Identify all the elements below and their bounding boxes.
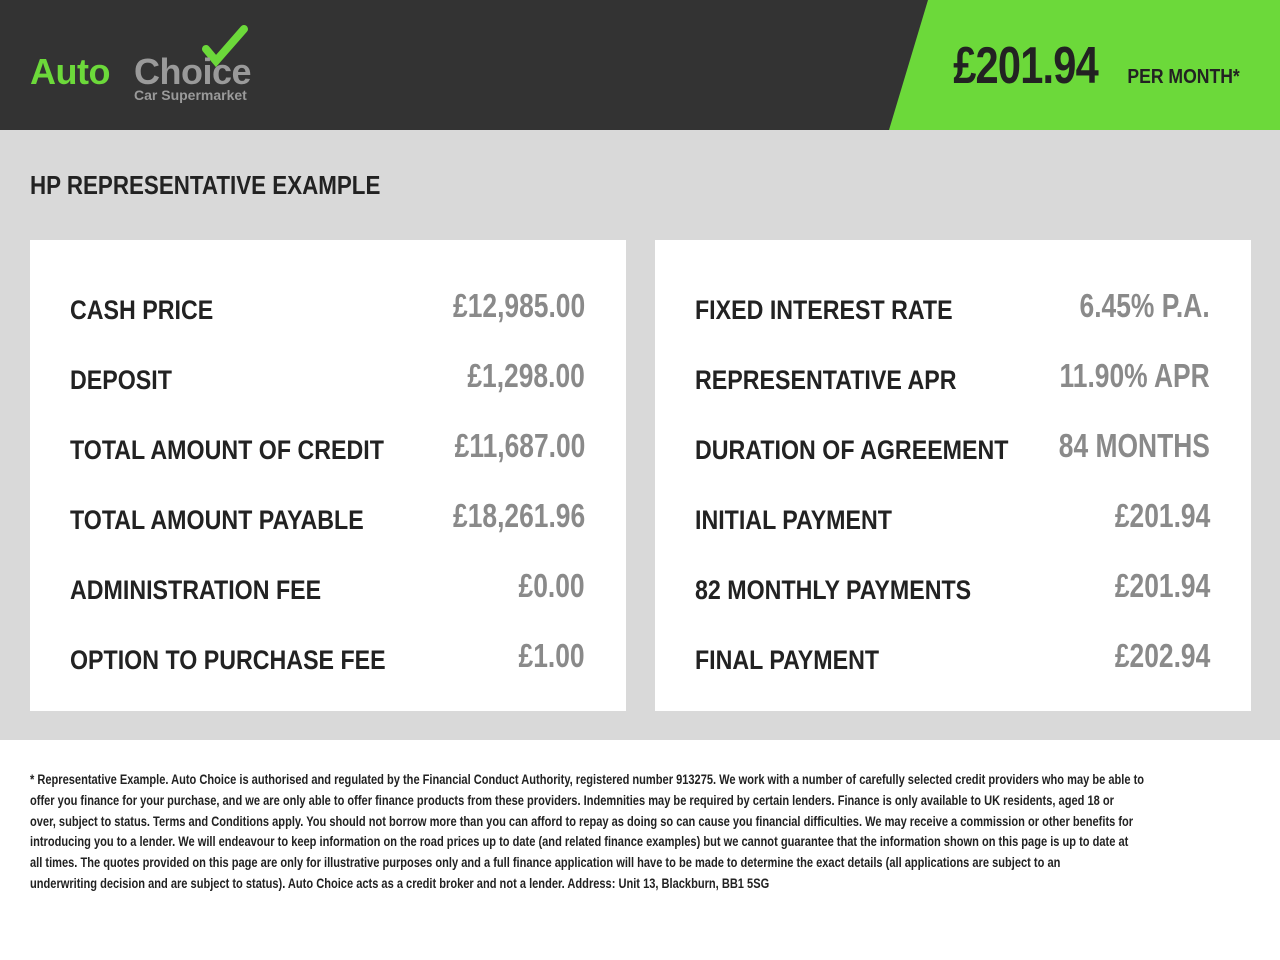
header: Auto Choice Car Supermarket £201.94 PER … bbox=[0, 0, 1280, 130]
finance-row: REPRESENTATIVE APR 11.90% APR bbox=[695, 357, 1210, 397]
disclaimer-line: all times. The quotes provided on this p… bbox=[30, 855, 1061, 871]
row-value: £12,985.00 bbox=[452, 287, 585, 324]
logo-tagline: Car Supermarket bbox=[134, 87, 247, 103]
row-label: INITIAL PAYMENT bbox=[695, 505, 892, 535]
row-label: DURATION OF AGREEMENT bbox=[695, 435, 1009, 465]
per-month-label: PER MONTH* bbox=[1127, 66, 1240, 88]
row-value: 84 MONTHS bbox=[1058, 427, 1210, 464]
disclaimer-line: offer you finance for your purchase, and… bbox=[30, 792, 1114, 808]
finance-row: ADMINISTRATION FEE £0.00 bbox=[70, 567, 585, 607]
finance-row: TOTAL AMOUNT PAYABLE £18,261.96 bbox=[70, 497, 585, 537]
finance-row: DEPOSIT £1,298.00 bbox=[70, 357, 585, 397]
row-value: £202.94 bbox=[1114, 637, 1210, 674]
row-value: 6.45% P.A. bbox=[1079, 287, 1210, 324]
auto-choice-logo[interactable]: Auto Choice Car Supermarket bbox=[30, 25, 280, 105]
finance-row: 82 MONTHLY PAYMENTS £201.94 bbox=[695, 567, 1210, 607]
row-label: FINAL PAYMENT bbox=[695, 645, 880, 675]
row-value: £11,687.00 bbox=[454, 427, 585, 464]
disclaimer-line: introducing you to a lender. We will end… bbox=[30, 834, 1129, 850]
row-label: ADMINISTRATION FEE bbox=[70, 575, 322, 605]
finance-row: CASH PRICE £12,985.00 bbox=[70, 287, 585, 327]
finance-row: OPTION TO PURCHASE FEE £1.00 bbox=[70, 637, 585, 677]
disclaimer-line: * Representative Example. Auto Choice is… bbox=[30, 772, 1145, 787]
disclaimer-line: over, subject to status. Terms and Condi… bbox=[30, 813, 1134, 829]
checkmark-icon bbox=[202, 25, 248, 68]
row-label: OPTION TO PURCHASE FEE bbox=[70, 645, 386, 675]
finance-row: DURATION OF AGREEMENT 84 MONTHS bbox=[695, 427, 1210, 467]
row-value: £201.94 bbox=[1114, 497, 1210, 534]
logo-text-choice: Choice bbox=[134, 51, 252, 92]
row-value: £1,298.00 bbox=[467, 357, 585, 394]
finance-row: FIXED INTEREST RATE 6.45% P.A. bbox=[695, 287, 1210, 327]
finance-row: INITIAL PAYMENT £201.94 bbox=[695, 497, 1210, 537]
finance-row: TOTAL AMOUNT OF CREDIT £11,687.00 bbox=[70, 427, 585, 467]
row-value: 11.90% APR bbox=[1059, 357, 1210, 394]
row-label: FIXED INTEREST RATE bbox=[695, 295, 953, 325]
row-value: £1.00 bbox=[518, 637, 585, 674]
row-label: TOTAL AMOUNT PAYABLE bbox=[70, 505, 364, 535]
logo-text-auto: Auto bbox=[30, 51, 110, 92]
row-label: REPRESENTATIVE APR bbox=[695, 365, 957, 395]
monthly-price: £201.94 bbox=[953, 37, 1099, 95]
row-value: £18,261.96 bbox=[452, 497, 585, 534]
disclaimer-line: underwriting decision and are subject to… bbox=[30, 875, 770, 891]
finance-card-left: CASH PRICE £12,985.00 DEPOSIT £1,298.00 TOTA… bbox=[30, 240, 626, 711]
finance-row: FINAL PAYMENT £202.94 bbox=[695, 637, 1210, 677]
row-label: TOTAL AMOUNT OF CREDIT bbox=[70, 435, 384, 465]
disclaimer: * Representative Example. Auto Choice is… bbox=[30, 770, 1280, 895]
row-value: £0.00 bbox=[518, 567, 585, 604]
finance-card-right: FIXED INTEREST RATE 6.45% P.A. REPRESENTAT… bbox=[655, 240, 1251, 711]
row-label: 82 MONTHLY PAYMENTS bbox=[695, 575, 972, 605]
row-label: CASH PRICE bbox=[70, 295, 214, 325]
row-label: DEPOSIT bbox=[70, 365, 172, 395]
row-value: £201.94 bbox=[1114, 567, 1210, 604]
price-banner-bg bbox=[889, 0, 1280, 130]
section-title: HP REPRESENTATIVE EXAMPLE bbox=[30, 170, 381, 200]
